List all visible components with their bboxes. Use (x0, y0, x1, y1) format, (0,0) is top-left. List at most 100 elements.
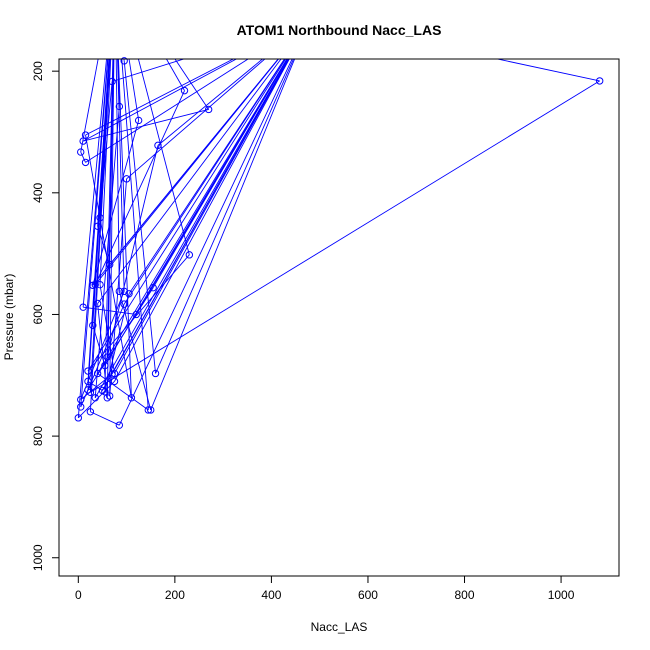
data-point (98, 386, 107, 395)
data-point (154, 141, 162, 150)
x-tick-label: 0 (75, 588, 82, 602)
series-line-segment (77, 59, 109, 418)
series-line-segment (155, 59, 294, 374)
series-line-segment (80, 373, 113, 400)
x-axis-title: Nacc_LAS (311, 620, 368, 634)
series-line-segment (99, 59, 111, 218)
data-point (77, 403, 85, 411)
data-point (103, 353, 111, 361)
data-point (132, 310, 140, 319)
data-point (151, 369, 160, 378)
data-point (120, 287, 128, 296)
data-point (108, 77, 116, 86)
data-point (96, 214, 104, 222)
series-line-segment (157, 59, 264, 146)
data-point (595, 77, 604, 85)
series-line-segment (94, 59, 289, 399)
series-line-segment (80, 59, 109, 407)
series-line-segment (126, 59, 266, 180)
data-point (84, 386, 92, 394)
series-line-segment (123, 59, 125, 61)
series-line-segment (152, 59, 289, 288)
y-tick-label: 1000 (31, 544, 45, 571)
series-points (74, 57, 604, 429)
series-line-segment (87, 59, 110, 382)
data-point (185, 251, 194, 259)
data-point (91, 394, 99, 402)
series-line-segment (82, 59, 107, 308)
plot-data (74, 57, 604, 429)
data-point (93, 299, 102, 308)
series-line-segment (111, 59, 290, 375)
series-line-segment (150, 59, 296, 411)
data-point (122, 175, 131, 183)
series-line-segment (80, 59, 99, 153)
data-point (110, 377, 119, 386)
data-point (86, 388, 95, 397)
series-line-segment (80, 291, 125, 400)
data-point (103, 394, 111, 402)
data-point (79, 137, 87, 145)
data-point (105, 260, 114, 269)
data-point (115, 421, 124, 429)
data-point (96, 280, 104, 289)
series-line-segment (90, 411, 120, 426)
series-line-segment (89, 59, 111, 412)
data-point (84, 377, 92, 386)
series-line-segment (114, 59, 290, 382)
series-line-segment (109, 178, 128, 396)
series-line-segment (90, 80, 600, 393)
series-line-segment (118, 59, 293, 426)
y-axis-title: Pressure (mbar) (2, 274, 16, 361)
series-line-segment (121, 59, 149, 410)
series-line-segment (495, 59, 600, 82)
data-point (108, 370, 116, 378)
chart-title: ATOM1 Northbound Nacc_LAS (237, 22, 442, 38)
x-tick-label: 1000 (548, 588, 575, 602)
y-tick-label: 600 (31, 304, 45, 324)
data-point (120, 300, 128, 308)
series-line-segment (87, 287, 154, 391)
x-tick-label: 200 (165, 588, 185, 602)
data-point (81, 131, 90, 139)
x-tick-label: 400 (261, 588, 281, 602)
data-point (149, 283, 157, 292)
x-axis: 0 200 400 600 800 1000 (75, 575, 575, 602)
data-point (86, 408, 95, 416)
series-line-segment (174, 59, 210, 110)
series-line-segment (104, 59, 114, 392)
series-line-segment (137, 59, 190, 255)
data-point (77, 395, 85, 404)
series-line-segment (87, 59, 287, 372)
series-line-segment (165, 59, 185, 91)
data-point (89, 281, 97, 289)
x-tick-label: 600 (358, 588, 378, 602)
data-point (120, 57, 128, 65)
series-line-segment (128, 59, 140, 121)
series-line-segment (94, 106, 120, 398)
series-line-segment (80, 151, 86, 163)
data-point (115, 287, 124, 296)
series-line-segment (117, 59, 132, 398)
series-line-segment (117, 59, 125, 292)
data-point (93, 222, 102, 230)
series-line-segment (97, 59, 288, 374)
data-point (93, 369, 102, 378)
data-point (127, 394, 136, 402)
series-line-segment (83, 306, 137, 315)
y-tick-label: 200 (31, 61, 45, 81)
data-point (81, 158, 90, 167)
series-line-segment (77, 381, 115, 419)
series-line-segment (99, 284, 115, 374)
series-line-segment (123, 59, 286, 305)
series-lines (77, 59, 600, 426)
data-point (74, 414, 83, 422)
series-line-segment (106, 59, 114, 358)
data-point (79, 303, 87, 311)
y-axis: 200 400 600 800 1000 (31, 61, 60, 571)
data-point (89, 321, 97, 330)
y-tick-label: 800 (31, 426, 45, 446)
series-line-segment (97, 303, 108, 398)
data-point (144, 406, 153, 414)
